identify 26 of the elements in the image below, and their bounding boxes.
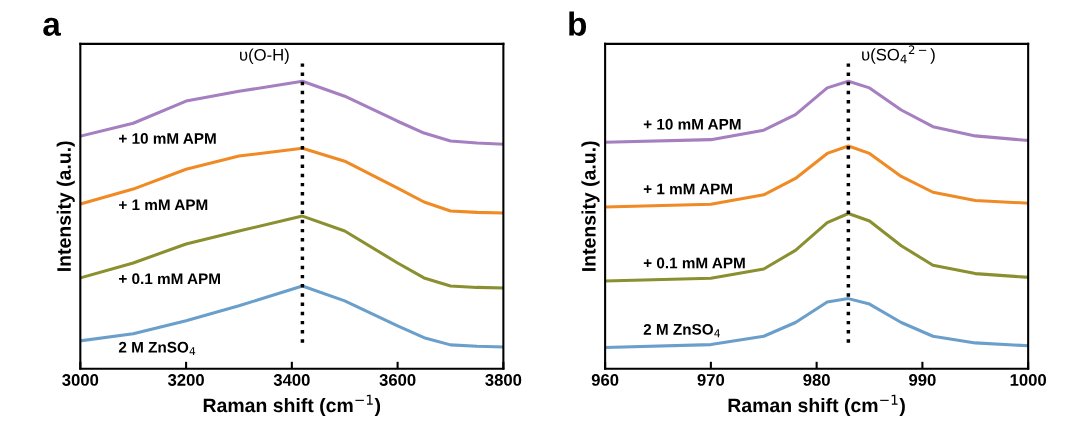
x-tick-label: 960 — [591, 374, 619, 386]
x-tick-label: 1000 — [1010, 374, 1047, 386]
x-tick-label: 3400 — [273, 374, 310, 386]
x-axis-title: Raman shift (cm$^{−1}$) — [203, 394, 381, 417]
series-label: 2 M ZnSO$_{4}$ — [643, 323, 720, 338]
series-label: + 0.1 mM APM — [119, 273, 220, 285]
series-label: 2 M ZnSO$_{4}$ — [118, 341, 196, 355]
ref-line-label: υ(O-H) — [240, 48, 289, 65]
x-tick-label: 3200 — [167, 374, 204, 386]
series-label: + 0.1 mM APM — [643, 257, 745, 269]
series-label: + 1 mM APM — [643, 183, 733, 195]
x-tick-label: 980 — [803, 374, 830, 386]
x-tick-label: 3800 — [485, 374, 522, 386]
series-label: + 10 mM APM — [119, 133, 216, 144]
x-axis-title: Raman shift (cm$^{−1}$) — [728, 394, 905, 417]
ref-line-label: υ(SO$_{4}$$^{2−}$) — [862, 45, 935, 64]
series-label: + 10 mM APM — [643, 118, 741, 130]
chart-title: b — [569, 11, 587, 36]
x-tick-label: 970 — [697, 374, 725, 386]
x-tick-label: 3600 — [379, 374, 416, 386]
chart-title: a — [43, 17, 61, 36]
x-tick-label: 990 — [909, 374, 936, 386]
y-axis-title: Intensity (a.u.) — [581, 141, 600, 271]
x-tick-label: 3000 — [62, 374, 99, 386]
series-label: + 1 mM APM — [119, 199, 208, 211]
y-axis-title: Intensity (a.u.) — [56, 141, 75, 271]
